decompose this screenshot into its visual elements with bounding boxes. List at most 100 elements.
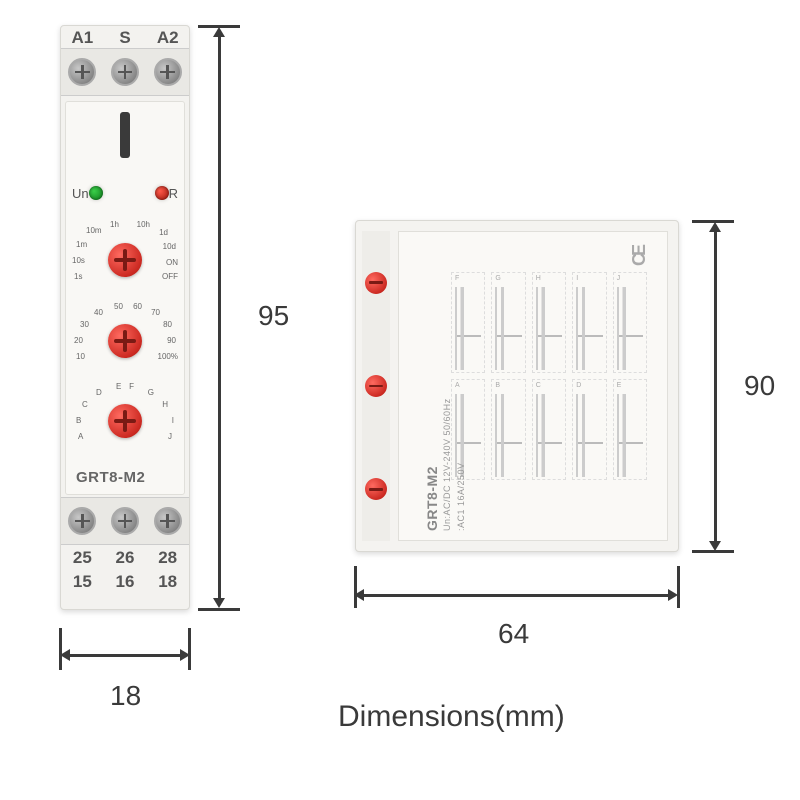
screw-icon xyxy=(68,507,96,535)
timing-diagram-cell: J xyxy=(613,272,647,373)
tick-label: 90 xyxy=(167,336,176,345)
timing-cell-label: C xyxy=(536,382,541,389)
tick-label: 80 xyxy=(163,320,172,329)
relay-front-view: A1 S A2 Un R 1s 10s 1m 10m 1h 10h 1d xyxy=(60,25,190,610)
tick-label: 1h xyxy=(110,220,119,229)
terminal-26-label: 26 xyxy=(104,548,147,568)
timing-diagram-cell: C xyxy=(532,379,566,480)
terminal-18-label: 18 xyxy=(146,572,189,592)
side-model-label: GRT8-M2 xyxy=(424,466,440,531)
tick-label: E xyxy=(116,382,121,391)
model-number-label: GRT8-M2 xyxy=(76,469,145,486)
dim-label-side-height: 90 xyxy=(744,370,775,402)
side-dial-icon xyxy=(365,375,387,397)
waveform-icon xyxy=(617,287,643,370)
power-led-label: Un xyxy=(72,186,89,201)
side-spec2-label: :AC1 16A/250V xyxy=(456,462,466,531)
relay-side-view: CE F G H I J A B C D E GRT8-M2 Un:AC/DC … xyxy=(355,220,679,552)
tick-label: B xyxy=(76,416,81,425)
power-led-icon xyxy=(89,186,103,200)
tick-label: H xyxy=(162,400,168,409)
bottom-terminal-labels-row2: 15 16 18 xyxy=(61,571,189,593)
terminal-25-label: 25 xyxy=(61,548,104,568)
terminal-A1-label: A1 xyxy=(61,28,104,48)
timing-cell-label: I xyxy=(576,275,578,282)
tick-label: 10s xyxy=(72,256,85,265)
timing-diagram-cell: G xyxy=(491,272,525,373)
waveform-icon xyxy=(495,287,521,370)
arrow-right-icon xyxy=(668,589,678,601)
dim-bar-front-height xyxy=(218,32,221,604)
function-dial-block: A B C D E F G H I J xyxy=(72,382,178,460)
tick-label: ON xyxy=(166,258,178,267)
arrow-up-icon xyxy=(709,222,721,232)
tick-label: A xyxy=(78,432,83,441)
tick-label: I xyxy=(172,416,174,425)
terminal-28-label: 28 xyxy=(146,548,189,568)
arrow-up-icon xyxy=(213,27,225,37)
tick-label: 10 xyxy=(76,352,85,361)
relay-led-label: R xyxy=(169,186,178,201)
tick-label: 60 xyxy=(133,302,142,311)
top-terminal-screws xyxy=(61,48,189,96)
side-dial-icon xyxy=(365,478,387,500)
screw-icon xyxy=(154,507,182,535)
tick-label: 1d xyxy=(159,228,168,237)
function-dial xyxy=(108,404,142,438)
waveform-icon xyxy=(536,287,562,370)
waveform-icon xyxy=(495,394,521,477)
terminal-A2-label: A2 xyxy=(146,28,189,48)
tick-label: OFF xyxy=(162,272,178,281)
tick-label: 40 xyxy=(94,308,103,317)
ce-mark-icon: CE xyxy=(629,247,650,266)
tick-label: J xyxy=(168,432,172,441)
tick-label: 10m xyxy=(86,226,102,235)
dim-cap xyxy=(198,608,240,611)
screw-icon xyxy=(111,507,139,535)
side-spec-label: Un:AC/DC 12V-240V 50/60Hz xyxy=(442,398,452,531)
tick-label: 50 xyxy=(114,302,123,311)
time-range-dial-block: 1s 10s 1m 10m 1h 10h 1d 10d ON OFF xyxy=(72,220,178,300)
top-terminal-labels: A1 S A2 xyxy=(61,28,189,48)
tick-label: 1m xyxy=(76,240,87,249)
relay-led-icon xyxy=(155,186,169,200)
waveform-icon xyxy=(576,287,602,370)
dim-cap xyxy=(677,566,680,608)
tick-label: 70 xyxy=(151,308,160,317)
waveform-icon xyxy=(455,287,481,370)
tick-label: 20 xyxy=(74,336,83,345)
side-dial-icon xyxy=(365,272,387,294)
dim-label-front-height: 95 xyxy=(258,300,289,332)
dim-label-front-width: 18 xyxy=(110,680,141,712)
dim-label-side-width: 64 xyxy=(498,618,529,650)
tick-label: 10d xyxy=(163,242,176,251)
dim-bar-side-height xyxy=(714,227,717,547)
time-multiplier-dial xyxy=(108,324,142,358)
timing-cell-label: J xyxy=(617,275,621,282)
tick-label: 10h xyxy=(137,220,150,229)
bottom-terminal-screws xyxy=(61,497,189,545)
timing-diagram-grid: F G H I J A B C D E xyxy=(451,272,647,480)
tick-label: D xyxy=(96,388,102,397)
arrow-down-icon xyxy=(709,541,721,551)
timing-cell-label: H xyxy=(536,275,541,282)
screw-icon xyxy=(154,58,182,86)
side-dial-strip xyxy=(362,231,390,541)
arrow-right-icon xyxy=(180,649,190,661)
time-range-dial xyxy=(108,243,142,277)
timing-diagram-cell: F xyxy=(451,272,485,373)
arrow-left-icon xyxy=(60,649,70,661)
tick-label: 30 xyxy=(80,320,89,329)
terminal-15-label: 15 xyxy=(61,572,104,592)
front-face-plate: Un R 1s 10s 1m 10m 1h 10h 1d 10d ON OFF xyxy=(65,101,185,495)
timing-diagram-cell: I xyxy=(572,272,606,373)
tick-label: C xyxy=(82,400,88,409)
timing-cell-label: G xyxy=(495,275,500,282)
led-row: Un R xyxy=(72,182,178,204)
timing-cell-label: A xyxy=(455,382,460,389)
tick-label: F xyxy=(129,382,134,391)
tick-label: G xyxy=(148,388,154,397)
timing-cell-label: F xyxy=(455,275,459,282)
screw-icon xyxy=(111,58,139,86)
bottom-terminal-labels-row1: 25 26 28 xyxy=(61,547,189,569)
